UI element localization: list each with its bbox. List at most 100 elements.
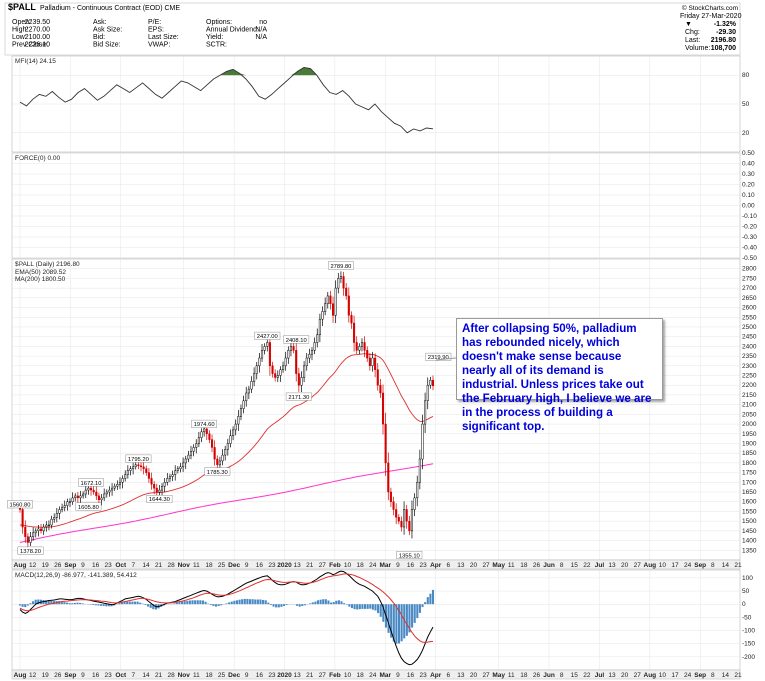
candle-body: [421, 423, 424, 460]
x-tick-label: 20: [470, 672, 478, 679]
candle-body: [310, 350, 314, 355]
macd-histogram-bar: [418, 604, 421, 613]
candle-body: [187, 454, 190, 460]
candle-body: [158, 489, 161, 493]
macd-histogram-bar: [369, 604, 372, 609]
candle-body: [132, 466, 135, 469]
y-tick-label: 20: [742, 130, 750, 137]
macd-histogram-bar: [311, 602, 314, 605]
candle-body: [203, 428, 206, 433]
x-tick-label: 19: [42, 562, 50, 569]
x-tick-label: 8: [560, 562, 564, 569]
x-tick-label: 2020: [277, 672, 292, 679]
candle-body: [234, 423, 237, 431]
macd-histogram-bar: [424, 602, 427, 605]
x-tick-label: Dec: [228, 562, 240, 569]
candle-body: [105, 491, 108, 495]
candle-body: [171, 474, 174, 477]
price-data-label: 1355.10: [399, 553, 420, 559]
candle-body: [353, 322, 356, 343]
x-tick-label: Oct: [115, 672, 127, 679]
price-panel: 2800 2750 2700 2650 2600 2550 2500 2450 2400 2350…: [7, 258, 757, 561]
candle-body: [300, 377, 303, 386]
callout-pointer: [435, 357, 457, 361]
x-tick-label: 24: [684, 672, 692, 679]
candle-body: [363, 342, 366, 351]
y-tick-label: -0.20: [742, 224, 757, 231]
candle-body: [155, 487, 158, 493]
x-tick-label: 21: [155, 562, 163, 569]
x-tick-label: 19: [42, 672, 50, 679]
x-tick-label: 27: [634, 562, 642, 569]
candle-body: [400, 520, 403, 528]
x-tick-label: 20: [621, 672, 629, 679]
annotation-callout: After collapsing 50%, palladium has rebo…: [456, 318, 663, 433]
x-tick-label: 13: [608, 562, 616, 569]
macd-histogram-bar: [251, 599, 254, 605]
macd-histogram-bar: [340, 601, 343, 605]
candle-body: [153, 484, 156, 489]
macd-histogram-bar: [429, 593, 432, 605]
macd-histogram-bar: [196, 600, 199, 605]
candle-body: [124, 474, 127, 479]
x-tick-label: 28: [168, 562, 176, 569]
candle-body: [26, 536, 29, 543]
x-tick-label: 10: [344, 562, 352, 569]
candle-body: [255, 365, 258, 374]
y-tick-label: 0.40: [742, 161, 755, 168]
candle-body: [366, 350, 369, 359]
macd-histogram-bar: [79, 602, 82, 605]
macd-histogram-bar: [128, 601, 131, 605]
candle-body: [384, 423, 387, 464]
macd-histogram-bar: [335, 600, 338, 605]
macd-histogram-bar: [382, 604, 385, 622]
x-tick-label: 13: [608, 672, 616, 679]
macd-histogram-bar: [298, 604, 301, 607]
quote-label: High:: [12, 27, 28, 34]
candle-body: [221, 454, 224, 462]
macd-histogram-bar: [123, 601, 126, 605]
y-tick-label: 0.20: [742, 182, 755, 189]
macd-histogram-bar: [201, 600, 205, 605]
macd-histogram-bar: [68, 603, 71, 605]
candle-body: [32, 532, 35, 537]
candle-body: [287, 350, 290, 359]
y-tick-label: 1950: [742, 431, 757, 438]
y-tick-label: 0: [742, 601, 746, 608]
x-tick-label: Nov: [178, 562, 191, 569]
macd-histogram-bar: [296, 604, 299, 606]
panel-title: FORCE(0) 0.00: [15, 155, 61, 162]
x-tick-label: 11: [193, 562, 200, 569]
macd-histogram-bar: [390, 604, 393, 638]
x-tick-label: 10: [659, 562, 667, 569]
macd-histogram-bar: [81, 603, 84, 605]
quote-value: 2239.50: [25, 19, 50, 26]
macd-histogram-bar: [337, 600, 340, 605]
price-data-label: 1644.30: [149, 497, 170, 503]
macd-histogram-bar: [387, 604, 390, 633]
candle-body: [289, 346, 292, 351]
x-tick-label: 18: [205, 562, 213, 569]
macd-histogram-bar: [89, 604, 92, 605]
quote-label: Yield:: [206, 34, 223, 41]
y-tick-label: -200: [742, 654, 755, 661]
candle-body: [410, 509, 414, 532]
x-tick-label: Aug: [14, 672, 27, 679]
y-tick-label: 1350: [742, 547, 757, 554]
candle-body: [197, 437, 200, 444]
macd-histogram-bar: [47, 600, 50, 605]
data-label-box: [146, 495, 173, 503]
y-tick-label: 1400: [742, 538, 757, 545]
y-tick-label: 2750: [742, 275, 757, 282]
y-tick-label: 1450: [742, 528, 757, 535]
candle-body: [326, 295, 329, 304]
macd-histogram-bar: [403, 604, 406, 639]
y-tick-label: 2100: [742, 402, 757, 409]
chart-subtitle: Palladium - Continuous Contract (EOD) CM…: [40, 5, 180, 12]
macd-histogram-bar: [141, 603, 144, 605]
x-tick-label: 15: [571, 562, 579, 569]
macd-histogram-bar: [395, 604, 398, 644]
change-abs: -29.30: [716, 29, 736, 36]
macd-histogram-bar: [217, 604, 220, 606]
macd-histogram-bar: [405, 604, 408, 636]
